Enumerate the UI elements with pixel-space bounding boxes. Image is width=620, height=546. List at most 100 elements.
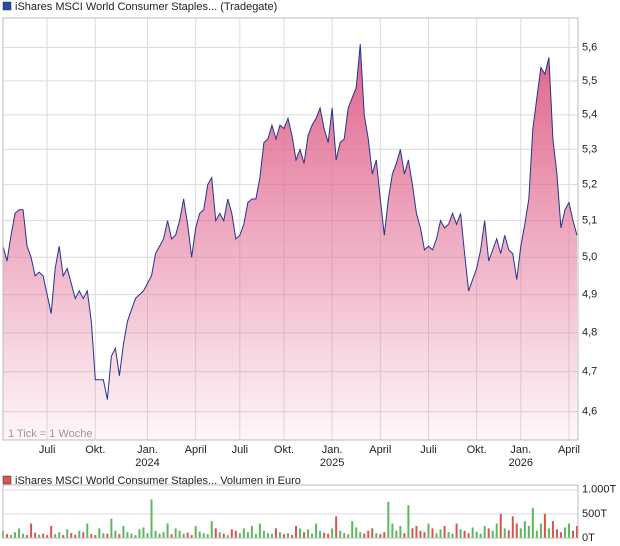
volume-bar <box>66 529 69 538</box>
volume-bar <box>515 523 518 538</box>
x-year-label: 2025 <box>320 457 344 469</box>
volume-bar <box>475 531 478 538</box>
volume-bar <box>551 521 554 538</box>
volume-bar <box>563 527 566 538</box>
volume-bar <box>447 532 450 538</box>
volume-bar <box>535 530 538 538</box>
volume-bar <box>495 523 498 538</box>
volume-bar <box>359 532 362 538</box>
volume-bar <box>371 528 374 538</box>
volume-bar <box>567 523 570 538</box>
volume-bar <box>126 532 129 538</box>
volume-bar <box>295 525 298 538</box>
volume-bar <box>218 532 221 538</box>
price-chart: iShares MSCI World Consumer Staples... (… <box>2 1 597 469</box>
volume-bar <box>423 532 426 538</box>
volume-bar <box>194 525 197 538</box>
y-tick-label: 4,7 <box>582 366 597 378</box>
volume-bar <box>138 529 141 538</box>
volume-bar <box>226 535 229 538</box>
volume-bar <box>26 535 29 538</box>
volume-bar <box>487 528 490 538</box>
volume-bar <box>327 533 330 538</box>
volume-bar <box>206 534 209 538</box>
volume-bar <box>90 534 93 538</box>
x-year-label: 2024 <box>135 457 159 469</box>
volume-bar <box>523 521 526 538</box>
volume-bar <box>499 513 502 538</box>
volume-bar <box>363 533 366 538</box>
volume-bar <box>170 534 173 538</box>
volume-bar <box>323 532 326 538</box>
volume-bar <box>347 534 350 538</box>
y-tick-label: 5,6 <box>582 41 597 53</box>
volume-bar <box>118 534 121 538</box>
volume-bar <box>214 528 217 538</box>
volume-bar <box>158 533 161 538</box>
volume-bar <box>355 527 358 538</box>
volume-bar <box>74 534 77 538</box>
volume-bar <box>266 533 269 538</box>
volume-bar <box>576 525 578 538</box>
volume-bar <box>162 532 165 538</box>
volume-bar <box>22 533 25 538</box>
y-tick-label: 5,0 <box>582 251 597 263</box>
volume-bar <box>299 528 302 538</box>
volume-bar <box>387 501 390 538</box>
volume-bar <box>519 528 522 538</box>
price-line <box>2 44 578 400</box>
volume-bar <box>555 529 558 538</box>
volume-bar <box>262 530 265 538</box>
x-year-label: 2026 <box>509 457 533 469</box>
volume-bar <box>210 521 213 538</box>
x-tick-label: April <box>369 444 391 456</box>
volume-bar <box>86 523 89 538</box>
volume-bar <box>246 532 249 538</box>
volume-bar <box>375 533 378 538</box>
y-tick-label: 4,8 <box>582 327 597 339</box>
price-area <box>3 44 577 441</box>
volume-bar <box>507 530 510 538</box>
volume-bar <box>242 528 245 538</box>
volume-bar <box>439 529 442 538</box>
volume-bar <box>106 533 109 538</box>
volume-bar <box>182 533 185 538</box>
volume-bar <box>483 525 486 538</box>
volume-bar <box>303 532 306 538</box>
volume-bar <box>455 523 458 538</box>
volume-bar <box>198 531 201 538</box>
volume-bar <box>58 532 61 538</box>
volume-bar <box>30 523 33 538</box>
volume-bar <box>174 528 177 538</box>
volume-bar <box>202 533 205 538</box>
x-tick-label: Jan. <box>137 444 158 456</box>
volume-bar <box>78 530 81 538</box>
y-tick-label: 0T <box>582 532 595 544</box>
x-tick-label: Okt. <box>274 444 294 456</box>
volume-bar <box>186 532 189 538</box>
x-tick-label: Juli <box>420 444 437 456</box>
volume-bar <box>435 533 438 538</box>
volume-bar <box>291 535 294 538</box>
volume-bar <box>463 530 466 538</box>
volume-bar <box>547 528 550 538</box>
volume-bar <box>399 525 402 538</box>
volume-bar <box>491 530 494 538</box>
volume-bar <box>222 533 225 538</box>
annotation: 1 Tick = 1 Woche <box>8 428 92 440</box>
volume-bar <box>543 513 546 538</box>
x-tick-label: Juli <box>232 444 249 456</box>
volume-bar <box>102 533 105 538</box>
volume-bar <box>38 534 41 538</box>
volume-bar <box>315 523 318 538</box>
volume-bar <box>479 533 482 538</box>
volume-chart: iShares MSCI World Consumer Staples... V… <box>2 475 617 544</box>
volume-bar <box>258 523 261 538</box>
y-tick-label: 4,9 <box>582 289 597 301</box>
volume-bar <box>82 532 85 538</box>
volume-bar <box>46 535 49 538</box>
volume-bar <box>531 508 534 538</box>
volume-bar <box>114 530 117 538</box>
volume-bar <box>351 521 354 538</box>
volume-bar <box>286 533 289 538</box>
